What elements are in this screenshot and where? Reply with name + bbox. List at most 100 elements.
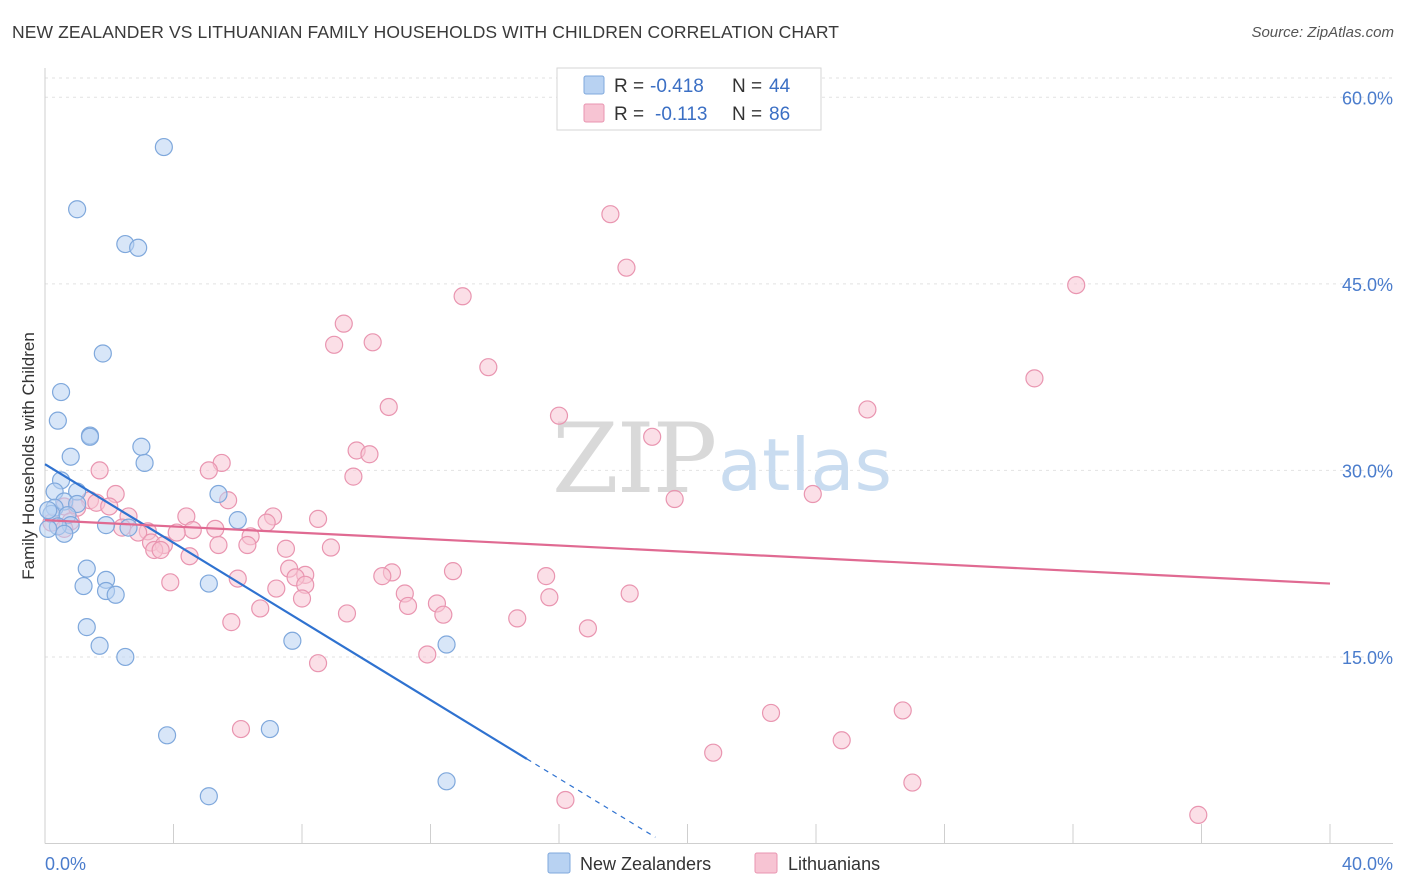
lithuanians-point	[1189, 805, 1208, 824]
new-zealanders-point	[51, 382, 71, 402]
x-tick-labels: 0.0% 40.0%	[45, 854, 1393, 874]
lithuanians-point	[344, 467, 363, 486]
watermark: ZIP atlas	[552, 403, 892, 515]
lithuanians-point	[858, 400, 877, 419]
lithuanians-point	[761, 703, 781, 723]
legend-r-label: R =	[614, 76, 644, 97]
lithuanians-point	[276, 539, 296, 558]
lithuanians-point	[578, 619, 598, 638]
new-zealanders-point	[116, 647, 135, 667]
lithuanians-point	[1067, 275, 1086, 295]
lithuanians-point	[704, 743, 723, 762]
y-tick-labels: 15.0% 30.0% 45.0% 60.0%	[1342, 88, 1393, 668]
lithuanians-point	[325, 335, 344, 354]
legend-r-value: -0.113	[655, 104, 707, 125]
new-zealanders-point	[39, 519, 58, 538]
lithuanians-point	[903, 773, 922, 792]
legend-swatch-new-zealanders	[583, 75, 605, 95]
lithuanians-point	[151, 540, 170, 560]
lithuanians-point	[167, 523, 186, 542]
new-zealanders-points	[39, 137, 456, 806]
new-zealanders-point	[132, 437, 151, 456]
legend-n-value: 86	[769, 104, 790, 125]
bottom-legend-swatch-new-zealanders	[547, 852, 571, 874]
lithuanians-point	[537, 567, 556, 586]
new-zealanders-point	[129, 238, 148, 257]
new-zealanders-point	[199, 574, 218, 593]
lithuanians-point	[832, 731, 851, 750]
lithuanians-point	[209, 535, 228, 555]
new-zealanders-point	[48, 411, 67, 430]
lithuanians-point	[601, 205, 620, 224]
new-zealanders-point	[157, 726, 177, 745]
new-zealanders-point	[260, 719, 279, 739]
new-zealanders-trend-extension	[526, 758, 656, 838]
trend-lines	[44, 463, 1331, 838]
axes	[44, 68, 1393, 844]
lithuanians-point	[373, 567, 392, 586]
new-zealanders-point	[119, 518, 138, 537]
lithuanians-point	[238, 535, 257, 555]
lithuanians-point	[100, 497, 119, 516]
lithuanians-point	[398, 596, 418, 616]
lithuanians-point	[434, 605, 453, 624]
legend-swatch-lithuanians	[583, 103, 605, 123]
lithuanians-point	[334, 314, 353, 333]
lithuanians-point	[257, 513, 276, 532]
new-zealanders-point	[39, 501, 58, 520]
series-legend: New Zealanders Lithuanians	[547, 852, 880, 874]
new-zealanders-point	[90, 636, 109, 655]
lithuanians-point	[549, 406, 569, 425]
lithuanians-point	[90, 461, 109, 480]
legend-r-label: R =	[614, 104, 644, 125]
lithuanians-point	[1025, 369, 1044, 388]
new-zealanders-point	[96, 516, 116, 535]
new-zealanders-point	[77, 559, 96, 578]
new-zealanders-point	[80, 427, 100, 446]
lithuanians-point	[665, 489, 684, 509]
lithuanians-point	[620, 584, 639, 603]
new-zealanders-point	[228, 511, 247, 530]
y-tick-label: 30.0%	[1342, 461, 1393, 481]
new-zealanders-point	[283, 631, 302, 650]
lithuanians-point	[453, 287, 472, 306]
lithuanians-point	[893, 701, 912, 720]
lithuanians-point	[540, 588, 559, 607]
new-zealanders-point	[106, 585, 125, 604]
y-tick-label: 60.0%	[1342, 88, 1393, 108]
new-zealanders-point	[209, 484, 228, 504]
watermark-zip: ZIP	[552, 403, 715, 515]
lithuanians-point	[337, 604, 357, 623]
lithuanians-point	[183, 520, 202, 540]
lithuanians-point	[199, 461, 218, 480]
lithuanians-point	[231, 719, 251, 739]
lithuanians-point	[251, 599, 270, 618]
lithuanians-point	[617, 258, 636, 277]
new-zealanders-point	[74, 576, 93, 596]
lithuanians-point	[321, 538, 341, 557]
lithuanians-point	[180, 547, 199, 566]
lithuanians-point	[292, 589, 312, 608]
chart-source: Source: ZipAtlas.com	[1251, 24, 1394, 41]
lithuanians-point	[803, 484, 822, 504]
legend-r-value: -0.418	[650, 76, 704, 97]
bottom-legend-new-zealanders: New Zealanders	[580, 854, 711, 874]
lithuanians-point	[308, 509, 328, 529]
lithuanians-point	[267, 579, 286, 598]
new-zealanders-point	[135, 453, 154, 473]
lithuanians-point	[161, 573, 180, 592]
lithuanians-point	[222, 613, 241, 632]
new-zealanders-point	[154, 137, 173, 157]
lithuanians-point	[308, 654, 328, 673]
y-tick-label: 45.0%	[1342, 275, 1393, 295]
chart-title: NEW ZEALANDER VS LITHUANIAN FAMILY HOUSE…	[12, 22, 840, 42]
new-zealanders-point	[55, 524, 74, 543]
lithuanians-point	[643, 427, 662, 446]
new-zealanders-point	[93, 344, 112, 363]
lithuanians-point	[418, 645, 437, 664]
gridlines	[45, 77, 1393, 658]
lithuanians-point	[479, 358, 498, 377]
lithuanians-point	[508, 609, 527, 628]
y-axis-label: Family Households with Children	[19, 332, 38, 580]
